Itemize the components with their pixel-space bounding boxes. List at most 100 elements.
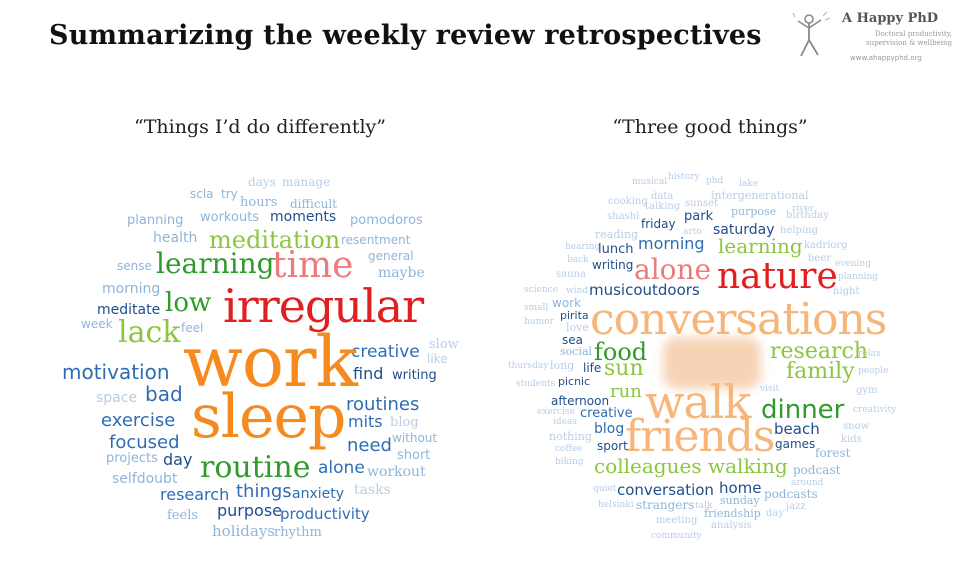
cloud-word-motivation: motivation	[62, 360, 170, 384]
cloud-word-maybe: maybe	[378, 265, 425, 281]
cloud-word-sunset: sunset	[685, 198, 719, 209]
cloud-word-jazz: jazz	[786, 501, 806, 512]
cloud-word-hearing: hearing	[565, 242, 601, 252]
cloud-word-selfdoubt: selfdoubt	[112, 471, 178, 487]
cloud-word-gym: gym	[856, 385, 878, 396]
cloud-word-community: community	[651, 531, 702, 541]
logo: A Happy PhD Doctoral productivity, super…	[792, 10, 952, 68]
logo-url: www.ahappyphd.org	[850, 54, 922, 62]
cloud-word-sport: sport	[597, 439, 628, 453]
logo-tagline-line1: Doctoral productivity,	[874, 30, 952, 38]
cloud-word-strangers: strangers	[636, 498, 695, 512]
cloud-word-difficult: difficult	[290, 197, 337, 211]
cloud-word-podcast: podcast	[793, 463, 841, 477]
stick-figure-icon	[792, 11, 831, 57]
cloud-word-learning: learning	[156, 247, 275, 280]
cloud-word-people: people	[858, 366, 889, 376]
cloud-word-work: work	[183, 321, 358, 403]
cloud-word-routines: routines	[346, 394, 420, 415]
cloud-word-alone: alone	[318, 458, 365, 478]
cloud-word-relax: relax	[858, 349, 881, 359]
cloud-word-beach: beach	[774, 420, 820, 438]
cloud-word-health: health	[153, 230, 198, 246]
cloud-word-students: students	[516, 379, 556, 389]
cloud-word-irregular: irregular	[223, 279, 424, 333]
cloud-word-intergenerational: intergenerational	[711, 189, 809, 202]
cloud-word-friends: friends	[625, 411, 776, 462]
cloud-word-short: short	[397, 448, 431, 463]
cloud-word-conversation: conversation	[617, 481, 714, 499]
cloud-word-friday: friday	[641, 217, 676, 231]
cloud-word-writing: writing	[392, 368, 437, 383]
cloud-word-things: things	[236, 481, 292, 502]
cloud-word-low: low	[165, 288, 212, 318]
cloud-word-meeting: meeting	[656, 515, 698, 526]
cloud-word-games: games	[775, 437, 816, 451]
cloud-word-manage: manage	[282, 175, 331, 189]
cloud-word-without: without	[392, 431, 438, 445]
left-cloud-heading: “Things I’d do differently”	[134, 116, 386, 138]
cloud-word-coffee: coffee	[555, 444, 583, 454]
cloud-word-afternoon: afternoon	[551, 394, 610, 408]
cloud-word-creativity: creativity	[853, 405, 897, 415]
cloud-word-humor: humor	[524, 317, 554, 327]
cloud-word-exercise: exercise	[101, 410, 176, 431]
cloud-word-analysis: analysis	[711, 520, 752, 531]
cloud-word-holidays: holidays	[212, 522, 276, 540]
cloud-word-biking: biking	[555, 457, 584, 467]
cloud-word-lack: lack	[118, 315, 181, 350]
cloud-word-talking: talking	[645, 201, 681, 212]
cloud-word-mits: mits	[348, 412, 383, 431]
cloud-word-kadriorg: kadriorg	[804, 240, 848, 251]
cloud-word-data: data	[651, 191, 674, 202]
cloud-word-meditation: meditation	[209, 226, 341, 254]
logo-tagline-line2: supervision & wellbeing	[866, 39, 952, 47]
cloud-word-arto: arto	[683, 227, 702, 237]
cloud-word-exercise: exercise	[537, 407, 575, 417]
cloud-word-creative: creative	[351, 342, 420, 362]
cloud-word-history: history	[668, 172, 700, 182]
cloud-word-rhythm: rhythm	[274, 525, 322, 540]
cloud-word-purpose: purpose	[731, 205, 777, 218]
cloud-word-walking: walking	[708, 454, 788, 478]
cloud-word-social: social	[560, 345, 593, 358]
cloud-word-life: life	[583, 361, 602, 375]
cloud-word-podcasts: podcasts	[764, 487, 818, 501]
cloud-word-need: need	[347, 435, 392, 456]
cloud-word-musical: musical	[632, 177, 668, 187]
cloud-word-try: try	[221, 187, 238, 201]
cloud-word-forest: forest	[815, 446, 851, 460]
cloud-word-purpose: purpose	[217, 501, 282, 520]
cloud-word-musicoutdoors: musicoutdoors	[589, 281, 700, 299]
cloud-word-blog: blog	[390, 415, 419, 430]
blurred-region	[663, 337, 761, 389]
cloud-word-hours: hours	[240, 195, 278, 210]
cloud-word-cooking: cooking	[608, 196, 648, 207]
cloud-word-blog: blog	[594, 421, 625, 437]
cloud-word-ideas: ideas	[553, 417, 577, 427]
cloud-word-thursday: thursday	[508, 361, 549, 371]
cloud-word-friendship: friendship	[704, 507, 761, 520]
cloud-word-planning: planning	[838, 272, 879, 282]
cloud-word-home: home	[719, 479, 762, 497]
cloud-word-general: general	[368, 249, 414, 263]
cloud-word-family: family	[786, 359, 855, 384]
cloud-word-workouts: workouts	[200, 210, 260, 225]
cloud-word-nature: nature	[717, 256, 838, 297]
cloud-word-time: time	[272, 245, 354, 286]
cloud-word-sauna: sauna	[556, 269, 586, 280]
cloud-word-food: food	[594, 338, 648, 366]
cloud-word-space: space	[96, 390, 138, 406]
cloud-word-sea: sea	[562, 333, 583, 347]
cloud-word-talk: talk	[695, 501, 713, 511]
cloud-word-day: day	[766, 508, 785, 519]
cloud-word-productivity: productivity	[280, 505, 370, 523]
cloud-word-research: research	[160, 485, 230, 504]
cloud-word-workout: workout	[367, 464, 426, 480]
cloud-word-helsinki: helsinki	[598, 500, 634, 510]
slide-title: Summarizing the weekly review retrospect…	[49, 20, 762, 51]
cloud-word-moments: moments	[270, 209, 337, 225]
cloud-word-feel: feel	[181, 321, 204, 335]
cloud-word-around: around	[791, 478, 824, 488]
cloud-word-pirita: pirita	[560, 309, 589, 322]
